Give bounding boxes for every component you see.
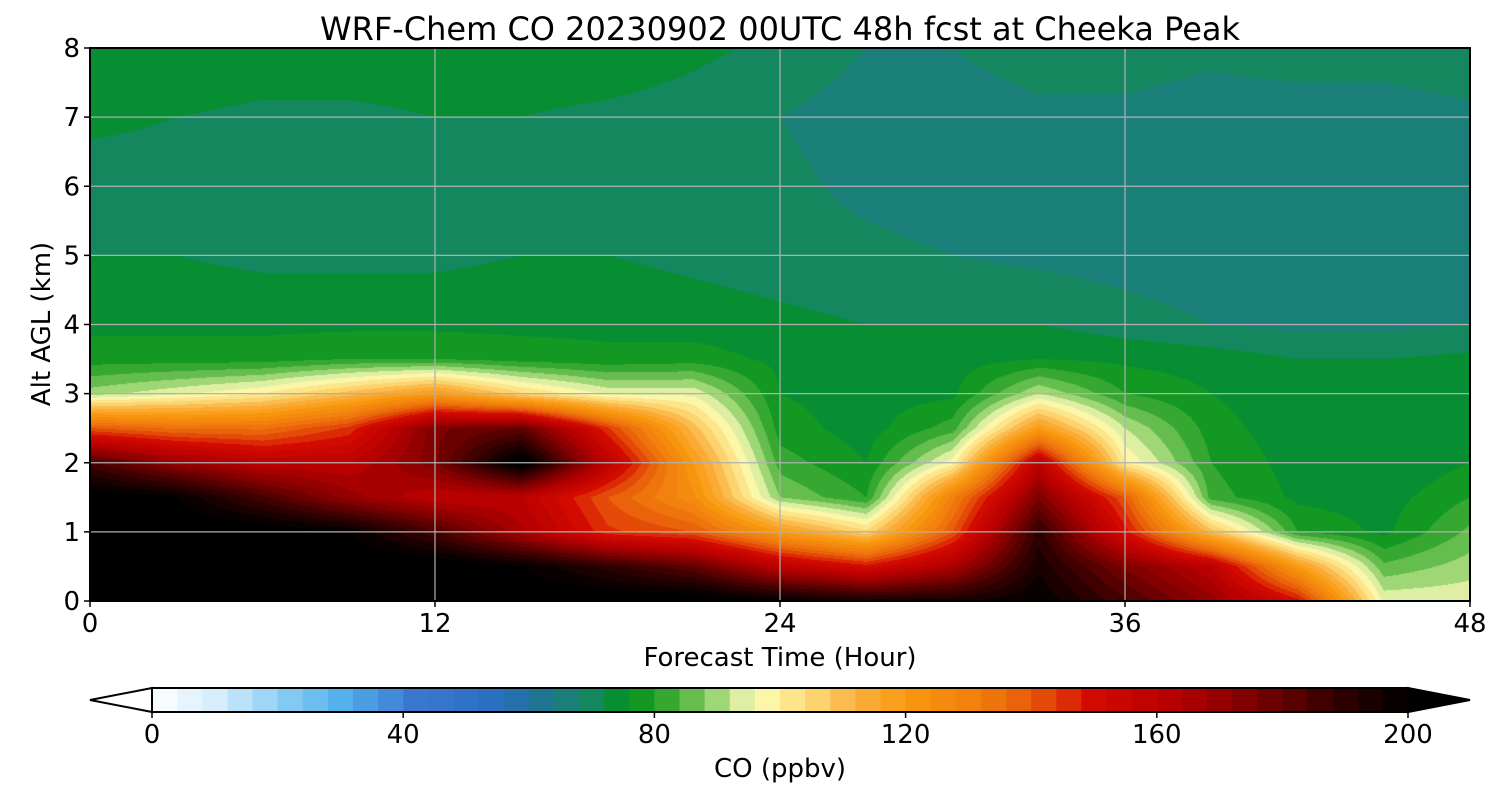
colorbar-band [152, 688, 178, 712]
colorbar-band [654, 688, 681, 712]
y-axis-label: Alt AGL (km) [27, 242, 57, 406]
colorbar-band [1282, 688, 1309, 712]
colorbar-band [1106, 688, 1133, 712]
colorbar-band [905, 688, 932, 712]
x-tick-label: 12 [418, 609, 451, 639]
colorbar-band [352, 688, 379, 712]
colorbar-band [327, 688, 354, 712]
colorbar-band [679, 688, 706, 712]
colorbar-band [629, 688, 655, 712]
colorbar-band [1357, 688, 1384, 712]
colorbar-band [980, 688, 1007, 712]
colorbar-band [202, 688, 228, 712]
colorbar-tick-label: 80 [638, 720, 671, 750]
y-tick-label: 5 [63, 241, 80, 271]
colorbar: 0 40 80 120 160 200 CO (ppbv) [89, 686, 1471, 784]
colorbar-frame [151, 687, 1409, 713]
y-tick-label: 1 [63, 518, 80, 548]
colorbar-tick-label: 40 [387, 720, 420, 750]
colorbar-band [227, 688, 254, 712]
y-tick-label: 8 [63, 34, 80, 64]
colorbar-band [780, 688, 806, 712]
colorbar-tick-label: 160 [1132, 720, 1182, 750]
colorbar-band [302, 688, 329, 712]
colorbar-band [754, 688, 781, 712]
colorbar-band [805, 688, 831, 712]
colorbar-band [704, 688, 731, 712]
colorbar-band [930, 688, 957, 712]
colorbar-band [177, 688, 203, 712]
colorbar-tick-label: 0 [144, 720, 161, 750]
colorbar-band [830, 688, 856, 712]
colorbar-band [1056, 688, 1083, 712]
y-tick-label: 6 [63, 172, 80, 202]
y-tick-label: 0 [63, 587, 80, 617]
colorbar-band [1307, 688, 1334, 712]
colorbar-low-extension [89, 686, 153, 714]
colorbar-band [1031, 688, 1057, 712]
y-axis: 0 1 2 3 4 5 6 7 8 [63, 34, 90, 617]
colorbar-band [1156, 688, 1183, 712]
y-tick-label: 7 [63, 103, 80, 133]
colorbar-band [403, 688, 429, 712]
chart-title: WRF-Chem CO 20230902 00UTC 48h fcst at C… [320, 10, 1241, 48]
colorbar-band [378, 688, 404, 712]
colorbar-band [1006, 688, 1032, 712]
colorbar-ticks: 0 40 80 120 160 200 [144, 712, 1433, 750]
x-tick-label: 36 [1108, 609, 1141, 639]
colorbar-band [729, 688, 756, 712]
colorbar-tick-label: 120 [881, 720, 931, 750]
x-tick-label: 24 [763, 609, 796, 639]
colorbar-band [1081, 688, 1108, 712]
colorbar-band [1257, 688, 1283, 712]
grid-lines [90, 48, 1470, 601]
x-tick-label: 48 [1453, 609, 1486, 639]
colorbar-band [1131, 688, 1158, 712]
colorbar-band [428, 688, 455, 712]
x-axis: 0 12 24 36 48 [82, 601, 1487, 639]
colorbar-band [553, 688, 580, 712]
colorbar-band [604, 688, 630, 712]
y-tick-label: 3 [63, 380, 80, 410]
colorbar-band [579, 688, 605, 712]
colorbar-band [1207, 688, 1233, 712]
colorbar-label: CO (ppbv) [714, 754, 846, 784]
colorbar-band [1181, 688, 1208, 712]
x-axis-label: Forecast Time (Hour) [643, 643, 916, 673]
colorbar-band [252, 688, 279, 712]
colorbar-band [478, 688, 505, 712]
colorbar-bands [152, 688, 1409, 712]
y-tick-label: 2 [63, 449, 80, 479]
colorbar-band [955, 688, 982, 712]
colorbar-high-extension [1407, 686, 1471, 714]
colorbar-band [277, 688, 304, 712]
x-tick-label: 0 [82, 609, 99, 639]
colorbar-tick-label: 200 [1383, 720, 1433, 750]
colorbar-band [1232, 688, 1258, 712]
colorbar-band [453, 688, 480, 712]
colorbar-band [855, 688, 882, 712]
plot-area [89, 47, 1471, 602]
colorbar-band [1382, 688, 1409, 712]
y-tick-label: 4 [63, 311, 80, 341]
colorbar-band [1332, 688, 1359, 712]
colorbar-band [880, 688, 907, 712]
colorbar-band [503, 688, 530, 712]
colorbar-band [528, 688, 555, 712]
